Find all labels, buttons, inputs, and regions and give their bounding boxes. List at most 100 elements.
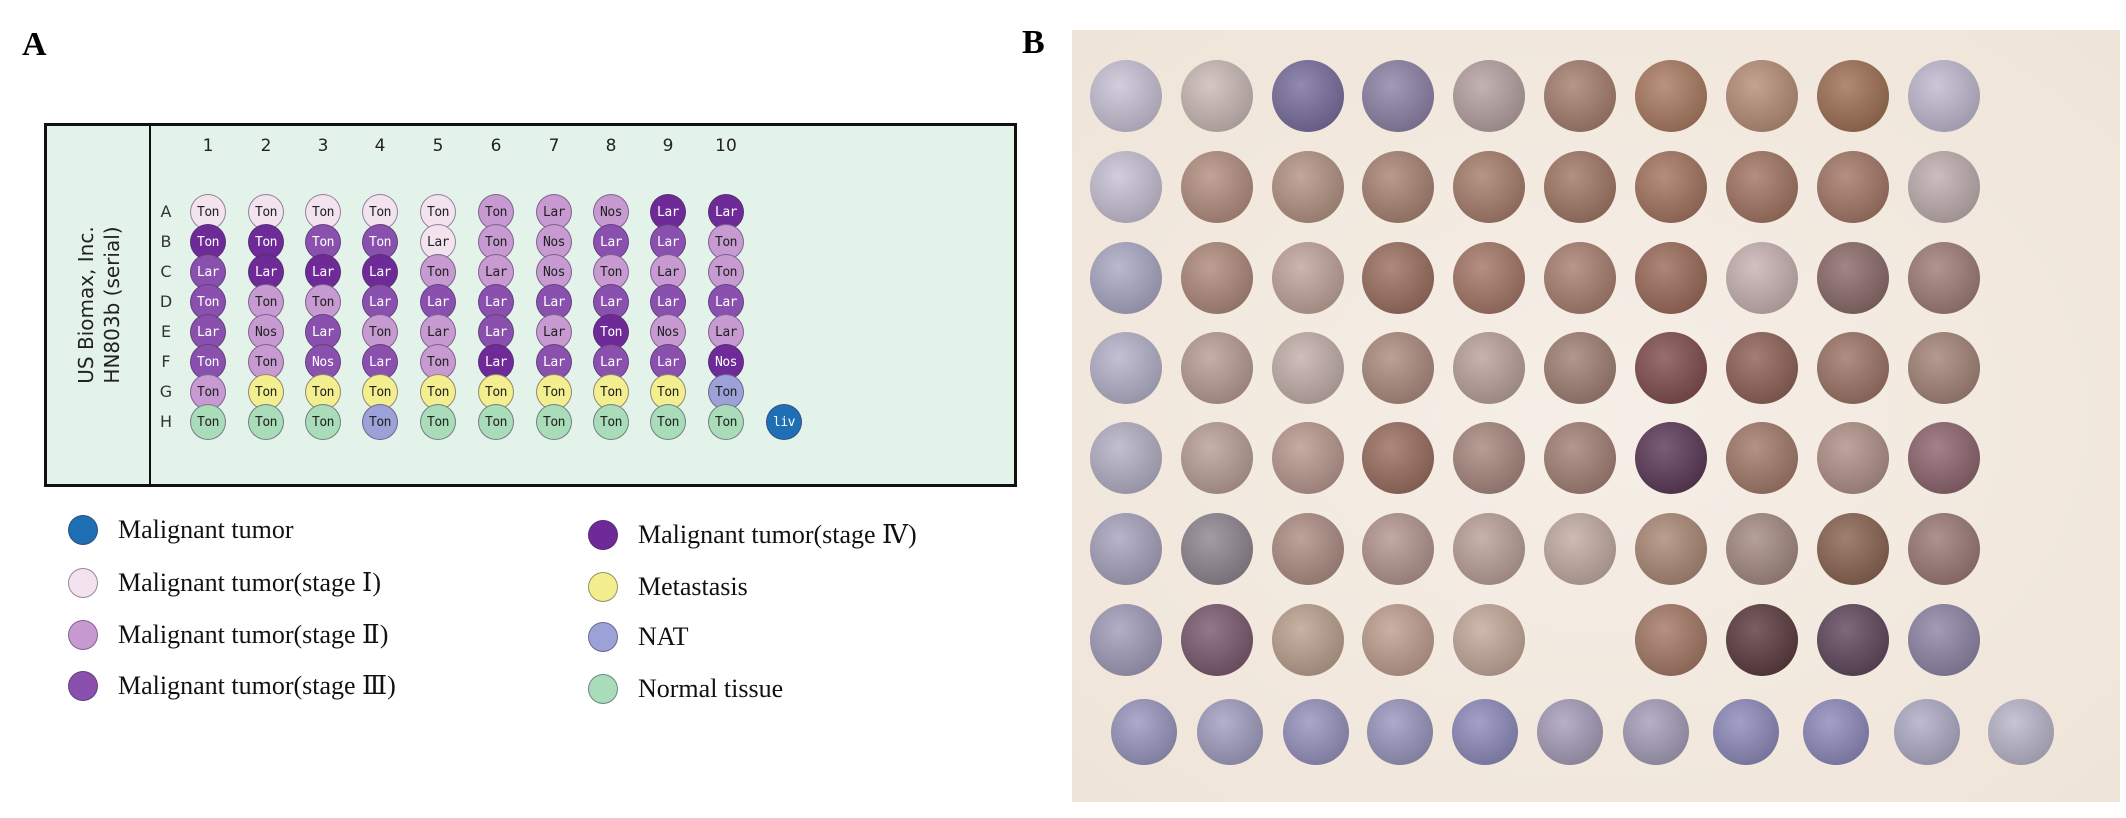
tissue-core-shading: [1181, 513, 1253, 585]
array-spot: Ton: [305, 404, 341, 440]
column-number: 5: [432, 136, 444, 156]
tissue-core-shading: [1367, 699, 1433, 765]
tissue-core-shading: [1272, 242, 1344, 314]
array-spot: Lar: [708, 194, 744, 230]
tissue-core-shading: [1817, 60, 1889, 132]
array-spot: Ton: [536, 374, 572, 410]
tissue-core-shading: [1894, 699, 1960, 765]
legend-swatch: [68, 671, 98, 701]
legend-label: Malignant tumor(stage Ⅰ): [118, 568, 381, 597]
tissue-core-shading: [1803, 699, 1869, 765]
tissue-core-shading: [1453, 422, 1525, 494]
tissue-core-shading: [1181, 604, 1253, 676]
tissue-core-shading: [1544, 422, 1616, 494]
panel-label-a: A: [22, 26, 47, 63]
tissue-core-shading: [1726, 513, 1798, 585]
legend-label: Malignant tumor(stage Ⅱ): [118, 620, 389, 649]
array-spot: Lar: [362, 344, 398, 380]
tissue-core-shading: [1817, 513, 1889, 585]
tissue-core-shading: [1908, 513, 1980, 585]
array-spot: Ton: [593, 404, 629, 440]
tissue-core-shading: [1181, 422, 1253, 494]
column-number: 9: [662, 136, 674, 156]
tissue-core-shading: [1726, 242, 1798, 314]
column-number: 8: [605, 136, 617, 156]
tissue-core-shading: [1817, 332, 1889, 404]
array-spot: Ton: [708, 404, 744, 440]
array-spot: Ton: [190, 404, 226, 440]
tissue-core-shading: [1090, 332, 1162, 404]
tissue-core-shading: [1453, 151, 1525, 223]
tissue-core-shading: [1272, 604, 1344, 676]
tissue-core-shading: [1635, 513, 1707, 585]
row-letter: H: [159, 412, 173, 431]
legend-label: NAT: [638, 622, 689, 651]
legend-item: Malignant tumor(stage Ⅲ): [68, 671, 396, 701]
array-spot: Ton: [650, 404, 686, 440]
legend-swatch: [68, 620, 98, 650]
tissue-core-shading: [1908, 151, 1980, 223]
tissue-core-shading: [1283, 699, 1349, 765]
array-vendor-label: US Biomax, Inc. HN803b (serial): [47, 126, 151, 484]
tissue-core-shading: [1362, 513, 1434, 585]
array-spot: Lar: [478, 254, 514, 290]
tissue-core-shading: [1635, 604, 1707, 676]
tissue-core-shading: [1453, 604, 1525, 676]
tissue-core-shading: [1453, 242, 1525, 314]
legend-swatch: [588, 674, 618, 704]
tissue-core-shading: [1362, 151, 1434, 223]
legend-swatch: [68, 568, 98, 598]
array-spot: Ton: [536, 404, 572, 440]
tissue-core-shading: [1726, 60, 1798, 132]
array-spot: liv: [766, 404, 802, 440]
tissue-core-shading: [1453, 513, 1525, 585]
legend-label: Malignant tumor(stage Ⅳ): [638, 520, 917, 549]
tissue-core-shading: [1181, 60, 1253, 132]
tissue-core-shading: [1726, 151, 1798, 223]
row-letter: E: [160, 322, 172, 341]
legend-swatch: [588, 520, 618, 550]
legend-item: Metastasis: [588, 572, 748, 602]
tissue-core-shading: [1197, 699, 1263, 765]
array-spot: Ton: [478, 404, 514, 440]
tissue-core-shading: [1544, 513, 1616, 585]
legend-item: Malignant tumor(stage Ⅰ): [68, 568, 381, 598]
legend-item: NAT: [588, 622, 689, 652]
legend-item: Malignant tumor: [68, 515, 293, 545]
legend-label: Metastasis: [638, 572, 748, 601]
column-number: 1: [202, 136, 214, 156]
tissue-core-shading: [1111, 699, 1177, 765]
legend-swatch: [68, 515, 98, 545]
tissue-core-shading: [1452, 699, 1518, 765]
tissue-core-shading: [1908, 332, 1980, 404]
array-spot: Ton: [478, 194, 514, 230]
tissue-core-shading: [1635, 422, 1707, 494]
column-number: 4: [374, 136, 386, 156]
array-spot: Lar: [536, 344, 572, 380]
tissue-core-shading: [1090, 604, 1162, 676]
tissue-core-shading: [1272, 332, 1344, 404]
legend-label: Malignant tumor: [118, 515, 294, 544]
array-spot: Lar: [478, 314, 514, 350]
tissue-core-shading: [1090, 151, 1162, 223]
micrograph-svg: [1072, 30, 2120, 802]
tissue-core-shading: [1181, 151, 1253, 223]
tissue-core-shading: [1362, 332, 1434, 404]
tissue-core-shading: [1362, 422, 1434, 494]
legend-item: Malignant tumor(stage Ⅳ): [588, 520, 917, 550]
tissue-core-shading: [1090, 422, 1162, 494]
legend-swatch: [588, 572, 618, 602]
tissue-core-shading: [1988, 699, 2054, 765]
tissue-core-shading: [1908, 422, 1980, 494]
legend-label: Malignant tumor(stage Ⅲ): [118, 671, 396, 700]
tissue-core-shading: [1726, 422, 1798, 494]
row-letter: G: [159, 382, 173, 401]
array-spot: Ton: [593, 314, 629, 350]
tma-micrograph: [1072, 30, 2120, 802]
tissue-core-shading: [1090, 242, 1162, 314]
tissue-core-shading: [1362, 604, 1434, 676]
tissue-core-shading: [1635, 60, 1707, 132]
tissue-core-shading: [1908, 242, 1980, 314]
tissue-core-shading: [1713, 699, 1779, 765]
tissue-core-shading: [1544, 151, 1616, 223]
